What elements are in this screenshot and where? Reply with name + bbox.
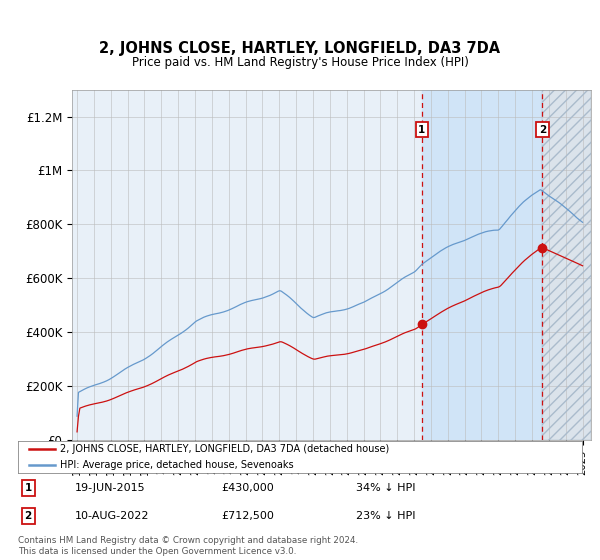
Bar: [542, 90, 591, 440]
Bar: [542, 90, 591, 440]
Text: 23% ↓ HPI: 23% ↓ HPI: [356, 511, 416, 521]
Text: 2: 2: [25, 511, 32, 521]
Text: £712,500: £712,500: [221, 511, 274, 521]
Text: 2, JOHNS CLOSE, HARTLEY, LONGFIELD, DA3 7DA (detached house): 2, JOHNS CLOSE, HARTLEY, LONGFIELD, DA3 …: [60, 444, 389, 454]
Text: 2, JOHNS CLOSE, HARTLEY, LONGFIELD, DA3 7DA: 2, JOHNS CLOSE, HARTLEY, LONGFIELD, DA3 …: [100, 41, 500, 56]
Text: 10-AUG-2022: 10-AUG-2022: [74, 511, 149, 521]
Bar: [422, 90, 542, 440]
Text: 34% ↓ HPI: 34% ↓ HPI: [356, 483, 416, 493]
Text: Price paid vs. HM Land Registry's House Price Index (HPI): Price paid vs. HM Land Registry's House …: [131, 56, 469, 69]
Text: 1: 1: [25, 483, 32, 493]
Text: 19-JUN-2015: 19-JUN-2015: [74, 483, 145, 493]
Text: Contains HM Land Registry data © Crown copyright and database right 2024.
This d: Contains HM Land Registry data © Crown c…: [18, 536, 358, 556]
Text: 1: 1: [418, 125, 425, 135]
Text: 2: 2: [539, 125, 546, 135]
Text: £430,000: £430,000: [221, 483, 274, 493]
Text: HPI: Average price, detached house, Sevenoaks: HPI: Average price, detached house, Seve…: [60, 460, 294, 470]
